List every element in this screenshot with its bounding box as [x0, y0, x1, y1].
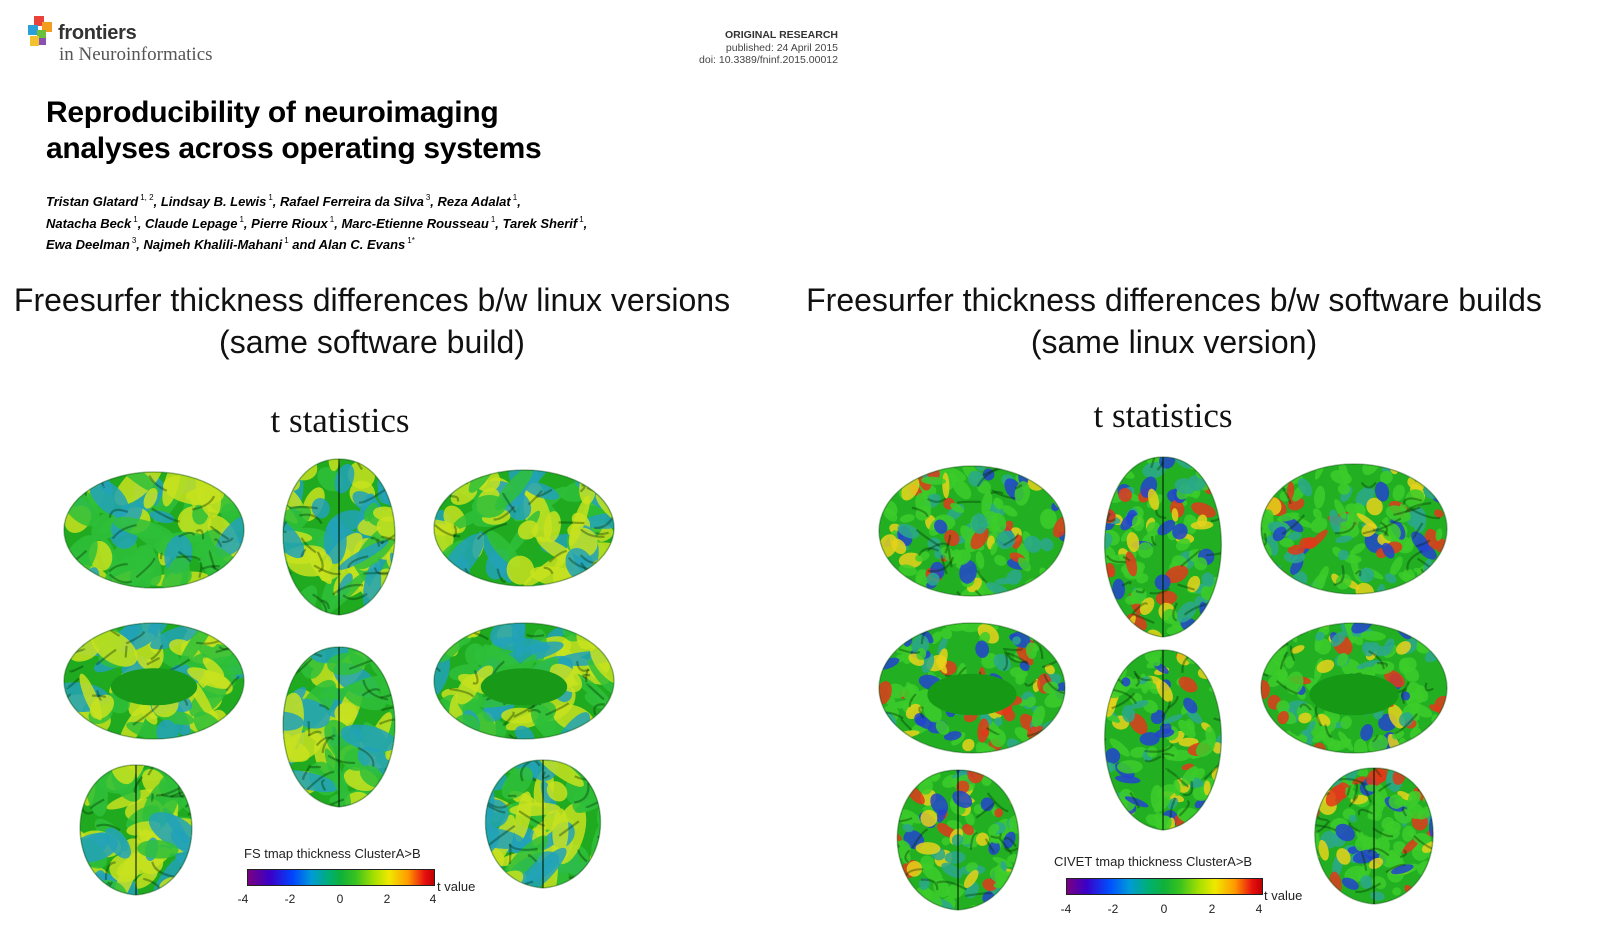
brand-name: frontiers — [58, 22, 137, 44]
right-colorbar — [1066, 878, 1263, 895]
right-brain-anterior — [1314, 767, 1434, 905]
paper-title-line: Reproducibility of neuroimaging — [46, 96, 499, 129]
author-name[interactable]: Alan C. Evans — [318, 237, 406, 252]
right-heading-line: Freesurfer thickness differences b/w sof… — [806, 282, 1542, 318]
author-affiliation: 1 — [512, 193, 518, 202]
author-separator: , — [137, 215, 142, 231]
right-brain-lateral-right — [1260, 463, 1448, 595]
left-heading-line: (same software build) — [219, 324, 525, 360]
author-affiliation: 1 — [329, 214, 335, 224]
author-name[interactable]: Rafael Ferreira da Silva — [280, 194, 424, 209]
left-colorbar — [247, 869, 435, 886]
right-colorbar-tick: 0 — [1160, 902, 1168, 916]
author-separator: , — [272, 194, 277, 209]
author-separator: , — [517, 194, 521, 209]
author-separator: , — [430, 194, 434, 209]
author-separator: , — [495, 215, 499, 231]
left-colorbar-tick: 2 — [383, 892, 391, 906]
right-brain-dorsal — [1104, 456, 1222, 638]
left-colorbar-tick: -4 — [237, 892, 249, 906]
author-name[interactable]: Claude Lepage — [144, 215, 238, 231]
author-separator: , — [153, 194, 158, 209]
right-brain-medial-right — [1260, 622, 1448, 754]
author-name[interactable]: Pierre Rioux — [251, 215, 328, 231]
author-affiliation: 1 — [284, 236, 289, 245]
right-heading-line: (same linux version) — [1030, 324, 1318, 360]
author-affiliation: 1, 2 — [140, 193, 154, 202]
author-separator: and — [288, 237, 316, 252]
author-affiliation: 1 — [268, 193, 273, 202]
frontiers-logo-icon — [28, 16, 52, 46]
author-affiliation: 1 — [490, 214, 496, 224]
left-colorbar-unit: t value — [437, 879, 476, 894]
right-plot-title: t statistics — [1093, 396, 1233, 435]
left-heading-line: Freesurfer thickness differences b/w lin… — [13, 282, 731, 318]
article-type: ORIGINAL RESEARCH — [725, 29, 838, 41]
right-brain-medial-left — [878, 622, 1066, 754]
right-colorbar-tick: 2 — [1208, 902, 1216, 916]
author-name[interactable]: Tarek Sherif — [502, 215, 578, 231]
author-name[interactable]: Natacha Beck — [46, 215, 132, 231]
right-colorbar-tick: 4 — [1255, 902, 1263, 916]
author-affiliation: 1 — [579, 214, 584, 224]
author-separator: , — [334, 215, 338, 231]
right-colorbar-tick: -2 — [1107, 902, 1119, 916]
right-colorbar-tick: -4 — [1060, 902, 1072, 916]
paper-title: Reproducibility of neuroimaging analyses… — [46, 95, 666, 167]
author-affiliation: 3 — [425, 193, 431, 202]
left-brain-posterior — [79, 764, 193, 896]
author-name[interactable]: Ewa Deelman — [46, 237, 130, 252]
left-brain-dorsal — [282, 458, 396, 616]
paper-title-line: analyses across operating systems — [46, 132, 542, 165]
left-panel-heading: Freesurfer thickness differences b/w lin… — [0, 279, 744, 363]
right-brain-posterior — [896, 769, 1020, 911]
author-separator: , — [243, 215, 248, 231]
left-brain-medial-right — [433, 622, 615, 740]
left-colorbar-tick: 0 — [336, 892, 344, 906]
left-colorbar-title: FS tmap thickness ClusterA>B — [244, 846, 421, 861]
author-name[interactable]: Marc-Etienne Rousseau — [341, 215, 489, 231]
left-brain-lateral-left — [63, 471, 245, 589]
author-affiliation: 3 — [131, 236, 137, 245]
author-name[interactable]: Reza Adalat — [437, 194, 511, 209]
left-brain-ventral — [282, 646, 396, 808]
right-brain-lateral-left — [878, 465, 1066, 597]
published-date: published: 24 April 2015 — [725, 41, 838, 54]
left-plot-title: t statistics — [270, 401, 410, 440]
left-colorbar-tick: -2 — [284, 892, 296, 906]
author-affiliation: 1* — [407, 236, 415, 245]
author-separator: , — [583, 215, 588, 231]
author-affiliation: 1 — [239, 214, 244, 224]
author-name[interactable]: Najmeh Khalili-Mahani — [143, 237, 283, 252]
left-colorbar-tick: 4 — [429, 892, 437, 906]
left-brain-medial-left — [63, 622, 245, 740]
right-brain-ventral — [1104, 649, 1222, 831]
right-panel-heading: Freesurfer thickness differences b/w sof… — [789, 279, 1559, 363]
doi-link[interactable]: doi: 10.3389/fninf.2015.00012 — [699, 54, 838, 66]
right-colorbar-unit: t value — [1264, 888, 1303, 903]
article-meta: ORIGINAL RESEARCH published: 24 April 20… — [620, 29, 838, 67]
right-colorbar-title: CIVET tmap thickness ClusterA>B — [1054, 854, 1253, 869]
author-separator: , — [136, 237, 140, 252]
left-brain-anterior — [484, 759, 602, 889]
author-list: Tristan Glatard 1, 2, Lindsay B. Lewis 1, … — [46, 189, 666, 254]
author-name[interactable]: Lindsay B. Lewis — [160, 194, 267, 209]
journal-name: in Neuroinformatics — [59, 44, 213, 65]
author-affiliation: 1 — [133, 214, 138, 224]
left-brain-lateral-right — [433, 469, 615, 587]
author-name[interactable]: Tristan Glatard — [46, 194, 139, 209]
